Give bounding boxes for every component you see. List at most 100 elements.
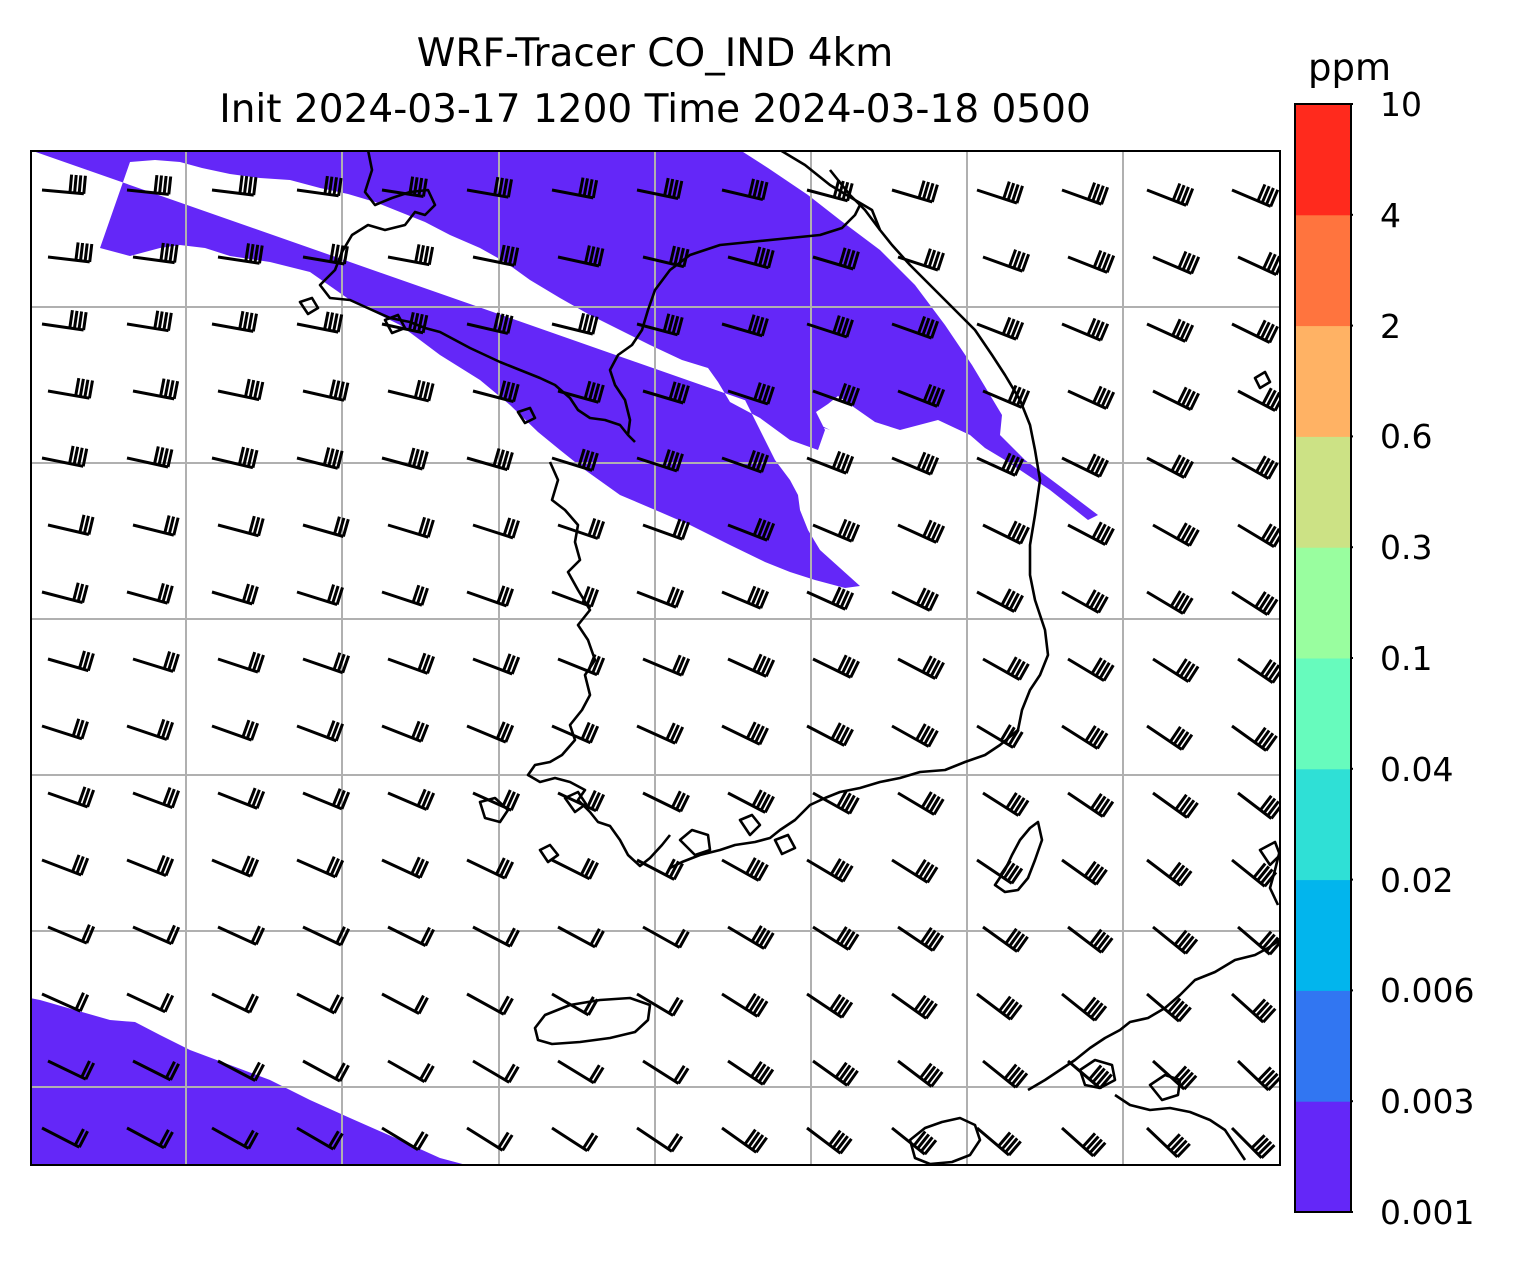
wind-barb — [302, 925, 351, 947]
wind-barb — [211, 583, 259, 606]
wind-barb — [387, 516, 435, 539]
wind-barb — [897, 248, 945, 272]
wind-barb — [387, 788, 436, 811]
wind-barb — [812, 518, 861, 543]
wind-barb — [126, 992, 175, 1014]
wind-barb — [897, 383, 946, 408]
wind-barb — [1237, 523, 1281, 548]
colorbar-tick-label: 2 — [1380, 306, 1401, 346]
wind-barb — [41, 582, 89, 605]
colorbar-swatch — [1295, 436, 1351, 548]
tracer-plume-north — [30, 150, 1098, 588]
island-east-c — [1253, 370, 1272, 390]
colorbar-tick-label: 0.6 — [1380, 417, 1433, 457]
wind-barb — [636, 449, 684, 473]
wind-barb — [217, 1059, 265, 1082]
wind-barb — [1061, 317, 1110, 342]
wind-barb — [806, 858, 854, 883]
tracer-plume-southwest — [30, 998, 470, 1166]
wind-barb — [982, 925, 1029, 953]
island-south-g — [1078, 1058, 1117, 1090]
wind-barb — [1230, 992, 1277, 1024]
island-north-i — [298, 296, 320, 316]
wind-barb — [727, 246, 775, 270]
wind-barb — [1152, 386, 1200, 411]
wind-barb — [976, 1126, 1022, 1157]
wind-barb — [1231, 590, 1279, 616]
wind-barb — [41, 718, 89, 741]
wind-barb — [472, 789, 521, 812]
wind-barb — [126, 854, 175, 877]
wind-barb — [812, 654, 860, 679]
wind-barb — [211, 446, 259, 470]
wind-barb — [976, 858, 1024, 885]
island-south-e — [738, 813, 762, 837]
map-panel[interactable] — [30, 150, 1281, 1166]
wind-barb — [551, 992, 599, 1017]
wind-barb — [721, 585, 770, 610]
co-tracer-shading — [30, 150, 1098, 1166]
wind-barb — [551, 857, 599, 881]
wind-barb — [642, 790, 690, 813]
wind-barb — [296, 720, 345, 743]
wind-barb — [466, 992, 514, 1016]
wind-barb — [41, 174, 87, 196]
wind-barb — [296, 175, 343, 198]
colorbar-tick-label: 0.04 — [1380, 749, 1454, 789]
island-north-k — [516, 406, 537, 425]
wind-barb — [1146, 454, 1194, 479]
wind-barb — [1146, 318, 1195, 343]
wind-barb — [1067, 657, 1115, 682]
wind-barb — [897, 791, 945, 816]
wind-barb — [132, 242, 179, 265]
wind-barb — [211, 719, 260, 742]
wind-barb — [47, 377, 94, 400]
wind-barb — [642, 925, 690, 949]
wind-barb — [132, 786, 181, 810]
colorbar-swatch — [1295, 104, 1351, 216]
south-islands-coast — [1114, 1093, 1247, 1161]
wind-barb — [976, 992, 1023, 1021]
wind-barb — [1152, 250, 1201, 275]
wind-barb — [387, 1059, 435, 1084]
wind-barb — [891, 451, 940, 476]
wind-barb — [381, 176, 428, 198]
wind-barb — [976, 452, 1025, 477]
wind-barb — [557, 518, 606, 540]
colorbar-tick-label: 0.003 — [1380, 1082, 1475, 1122]
wind-barb — [296, 1126, 344, 1151]
wind-barb — [642, 1059, 690, 1085]
wind-barb — [891, 587, 939, 612]
wind-barb — [1152, 925, 1199, 955]
wind-barb — [1061, 182, 1110, 206]
wind-barb — [976, 316, 1025, 341]
wind-barb — [466, 1126, 514, 1152]
colorbar-tick-label: 0.02 — [1380, 860, 1454, 900]
wind-barb — [302, 516, 350, 538]
colorbar-tick-label: 0.001 — [1380, 1193, 1475, 1232]
wind-barb — [897, 519, 946, 544]
wind-barb — [721, 449, 770, 474]
wind-barb — [1146, 992, 1192, 1023]
wind-barb — [211, 992, 259, 1014]
wind-barb — [727, 517, 776, 542]
wind-barb — [557, 1059, 605, 1085]
colorbar-tick-label: 0.3 — [1380, 528, 1433, 568]
colorbar-swatch — [1295, 658, 1351, 770]
wind-barb — [1145, 1126, 1191, 1158]
wind-barb — [1067, 925, 1114, 954]
wind-barb — [381, 720, 430, 743]
wind-barb — [976, 181, 1024, 205]
wind-barb — [132, 378, 180, 401]
wind-barb — [132, 651, 180, 673]
colorbar-unit-label: ppm — [1308, 46, 1392, 89]
wind-barb — [217, 243, 264, 265]
wind-barb — [897, 925, 945, 952]
wind-barb — [982, 1059, 1029, 1089]
wind-barb — [1152, 791, 1199, 819]
wind-barb — [381, 856, 430, 879]
wind-barb — [636, 313, 684, 337]
wind-barb — [466, 176, 513, 199]
wind-barb — [721, 721, 769, 746]
wind-barb — [551, 1126, 599, 1153]
